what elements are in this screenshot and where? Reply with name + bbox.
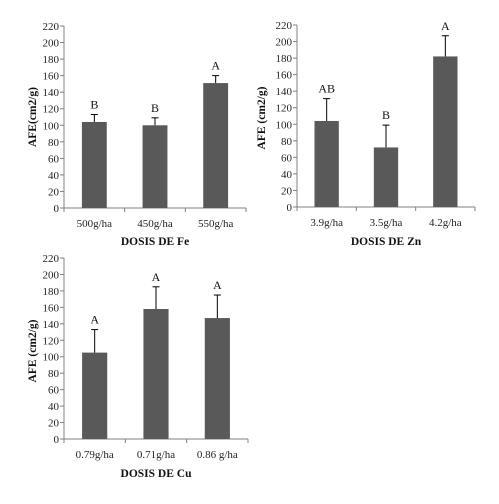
y-tick-label: 200 [276, 37, 293, 49]
y-tick-label: 40 [281, 169, 293, 181]
y-axis-title: AFE (cm2/g) [27, 319, 39, 382]
chart-panel-3: 0 20 40 60 80 100 120 140 160 180 200 220 A 0.79g/ha A… [27, 253, 249, 480]
y-tick-label: 100 [43, 120, 60, 132]
bar [373, 147, 399, 207]
y-tick-label: 220 [43, 253, 60, 265]
bar [143, 309, 169, 439]
y-tick-label: 20 [281, 185, 293, 197]
x-tick-label: 450g/ha [137, 218, 173, 230]
y-tick-label: 60 [48, 153, 60, 165]
y-tick-label: 160 [43, 302, 60, 314]
y-tick-label: 140 [43, 87, 60, 99]
y-axis-title: AFE(cm2/g) [27, 87, 39, 147]
y-tick-label: 20 [48, 186, 60, 198]
y-tick-label: 220 [276, 20, 293, 32]
x-tick-label: 0.86 g/ha [197, 449, 238, 461]
y-tick-label: 220 [43, 21, 60, 33]
y-tick-label: 180 [43, 286, 60, 298]
y-tick-label: 0 [287, 202, 293, 214]
chart-panel-2: 0 20 40 60 80 100 120 140 160 180 200 220 AB 3.9g/ha B… [256, 19, 476, 248]
y-tick-label: 0 [54, 434, 60, 446]
y-tick-label: 40 [48, 170, 60, 182]
x-tick-label: 3.9g/ha [310, 217, 343, 229]
x-tick-label: 0.71g/ha [137, 449, 175, 461]
chart-panel-1: 0 20 40 60 80 100 120 140 160 180 200 220 B 500g/ha B 4… [27, 21, 247, 248]
bar [81, 121, 107, 208]
significance-letter: A [211, 59, 220, 73]
y-tick-label: 60 [48, 385, 60, 397]
significance-letter: A [152, 270, 161, 284]
y-tick-label: 80 [281, 136, 293, 148]
x-tick-label: 4.2g/ha [429, 217, 462, 229]
y-tick-label: 100 [43, 352, 60, 364]
y-tick-label: 200 [43, 38, 60, 50]
y-tick-label: 20 [48, 418, 60, 430]
y-tick-label: 80 [48, 368, 60, 380]
significance-letter: B [151, 101, 159, 115]
bar [204, 318, 230, 439]
y-tick-label: 60 [281, 152, 293, 164]
significance-letter: AB [318, 82, 335, 96]
x-tick-label: 500g/ha [77, 218, 113, 230]
x-axis-title: DOSIS DE Fe [121, 236, 189, 248]
bar [82, 352, 108, 439]
significance-letter: A [90, 313, 99, 327]
y-tick-label: 0 [54, 203, 60, 215]
significance-letter: B [382, 108, 390, 122]
x-tick-label: 0.79g/ha [76, 449, 114, 461]
y-tick-label: 160 [276, 70, 293, 82]
x-axis-title: DOSIS DE Cu [121, 468, 193, 480]
y-tick-label: 180 [276, 53, 293, 65]
bar [433, 56, 458, 207]
y-tick-label: 200 [43, 269, 60, 281]
y-tick-label: 40 [48, 401, 60, 413]
y-tick-label: 120 [276, 103, 293, 115]
x-tick-label: 3.5g/ha [370, 217, 403, 229]
x-tick-label: 550g/ha [198, 218, 234, 230]
bar [203, 83, 229, 208]
y-tick-label: 80 [48, 137, 60, 149]
y-tick-label: 120 [43, 104, 60, 116]
y-tick-label: 180 [43, 54, 60, 66]
significance-letter: A [441, 19, 450, 33]
y-tick-label: 140 [43, 319, 60, 331]
bar [314, 120, 339, 207]
y-tick-label: 120 [43, 335, 60, 347]
significance-letter: A [213, 278, 222, 292]
y-axis-title: AFE (cm2/g) [256, 86, 268, 149]
y-tick-label: 160 [43, 71, 60, 83]
y-tick-label: 100 [276, 119, 293, 131]
bar [142, 125, 168, 208]
y-tick-label: 140 [276, 86, 293, 98]
significance-letter: B [90, 98, 98, 112]
x-axis-title: DOSIS DE Zn [351, 236, 422, 248]
